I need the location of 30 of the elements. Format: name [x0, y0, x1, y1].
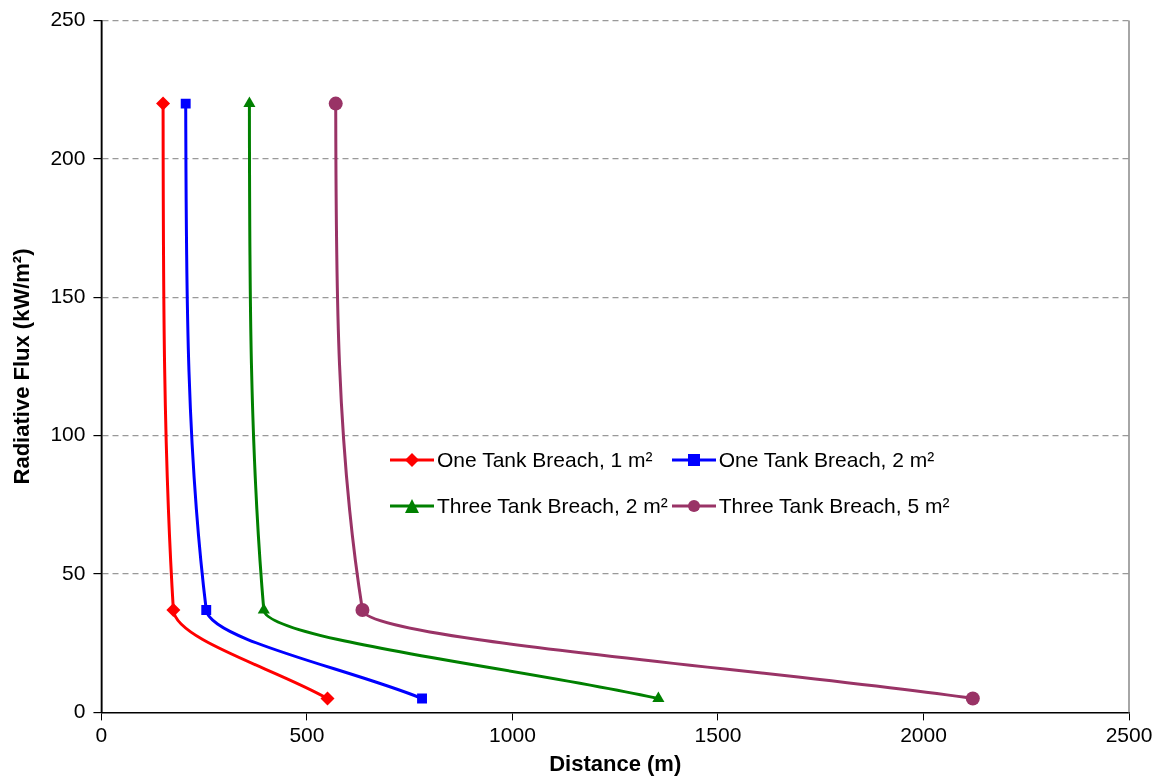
x-tick-label: 1000	[489, 722, 536, 746]
y-tick-label: 0	[73, 699, 86, 723]
point	[257, 603, 270, 614]
legend-label: One Tank Breach, 2 m²	[718, 448, 935, 472]
point	[320, 691, 335, 706]
legend-label: Three Tank Breach, 2 m²	[437, 494, 668, 518]
x-tick-label: 500	[289, 722, 325, 746]
point	[243, 96, 256, 108]
point	[201, 605, 212, 615]
y-tick-label: 100	[50, 422, 86, 446]
point	[180, 98, 191, 109]
x-axis-title: Distance (m)	[549, 750, 682, 776]
legend-label: One Tank Breach, 1 m²	[437, 448, 653, 472]
y-tick-label: 250	[50, 7, 86, 31]
point	[965, 691, 980, 706]
point	[355, 603, 370, 618]
y-tick-label: 50	[62, 560, 86, 584]
point	[156, 96, 171, 111]
legend-label: Three Tank Breach, 5 m²	[718, 494, 950, 518]
point	[652, 691, 665, 703]
x-tick-label: 1500	[694, 722, 742, 746]
point	[417, 693, 427, 704]
point	[328, 96, 343, 111]
y-tick-label: 200	[50, 145, 86, 169]
y-tick-label: 150	[50, 284, 86, 308]
x-tick-label: 2000	[900, 722, 947, 746]
point	[166, 603, 181, 618]
x-tick-label: 0	[95, 722, 108, 746]
x-tick-label: 2500	[1105, 722, 1153, 746]
y-axis-title: Radiative Flux (kW/m²)	[9, 248, 35, 485]
